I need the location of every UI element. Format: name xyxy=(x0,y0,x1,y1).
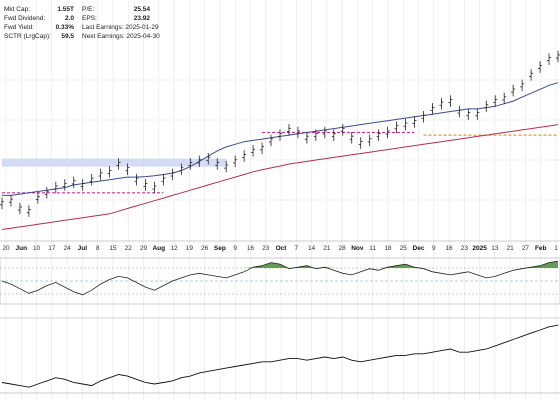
x-tick-label: 25 xyxy=(400,245,408,252)
x-tick-label: Jun xyxy=(15,245,27,252)
x-tick-label: 9 xyxy=(233,245,237,252)
x-tick-label: 29 xyxy=(140,245,148,252)
x-tick-label: 27 xyxy=(522,245,530,252)
stats-left: Mkt Cap: 1.55T Fwd Dividend: 2.0 Fwd Yie… xyxy=(4,6,74,46)
x-tick-label: 18 xyxy=(384,245,392,252)
x-tick-label: 20 xyxy=(2,245,10,252)
x-tick-label: 21 xyxy=(323,245,331,252)
breadth-panel xyxy=(0,317,560,394)
x-tick-label: 8 xyxy=(96,245,100,252)
stat-sctr: SCTR (LrgCap): 59.5 xyxy=(4,33,74,42)
oscillator-fill xyxy=(2,261,558,268)
stat-label: P/E: xyxy=(82,6,95,13)
x-tick-label: 13 xyxy=(491,245,499,252)
stat-fwd-yield: Fwd Yield: 0.33% xyxy=(4,24,74,33)
stat-label: EPS: xyxy=(82,15,97,22)
x-tick-label: Jul xyxy=(78,245,88,252)
price-panel xyxy=(0,50,560,230)
x-tick-label: 17 xyxy=(48,245,56,252)
x-tick-label: Nov xyxy=(351,245,364,252)
stat-fwd-dividend: Fwd Dividend: 2.0 xyxy=(4,15,74,24)
ma-red-line xyxy=(1,124,559,230)
x-tick-label: 16 xyxy=(247,245,255,252)
x-tick-label: 16 xyxy=(445,245,453,252)
x-tick-label: 23 xyxy=(262,245,270,252)
stat-value: 1.55T xyxy=(57,6,74,13)
resistance-zone xyxy=(2,158,227,167)
stat-value: 2.0 xyxy=(64,15,74,22)
stat-value: 0.33% xyxy=(55,24,74,31)
stat-last-earnings: Last Earnings: 2025-01-29 xyxy=(82,24,159,33)
stat-label: Fwd Yield: xyxy=(4,24,34,31)
x-tick-label: 1 xyxy=(554,245,558,252)
x-tick-label: 12 xyxy=(170,245,178,252)
oscillator-line xyxy=(1,260,559,296)
stat-value: 59.5 xyxy=(61,33,74,40)
x-tick-label: Sep xyxy=(214,245,226,252)
x-tick-label: 26 xyxy=(201,245,209,252)
stat-label: Mkt Cap: xyxy=(4,6,31,13)
x-tick-label: 7 xyxy=(294,245,298,252)
x-tick-label: 2025 xyxy=(472,245,487,252)
stat-pe: P/E: 25.54 xyxy=(82,6,150,15)
x-tick-label: Dec xyxy=(413,245,425,252)
stat-label: Last Earnings: 2025-01-29 xyxy=(82,24,159,31)
stat-next-earnings: Next Earnings: 2025-04-30 xyxy=(82,33,160,42)
x-tick-label: 21 xyxy=(507,245,515,252)
stats-right: P/E: 25.54 EPS: 23.92 Last Earnings: 202… xyxy=(82,6,160,46)
x-tick-label: Oct xyxy=(276,245,288,252)
stat-eps: EPS: 23.92 xyxy=(82,15,150,24)
stat-value: 23.92 xyxy=(133,15,150,22)
breadth-line xyxy=(1,324,559,388)
resistance-zone-band xyxy=(2,158,227,167)
x-tick-label: Aug xyxy=(152,245,165,252)
x-tick-label: 22 xyxy=(125,245,133,252)
x-tick-label: 15 xyxy=(109,245,117,252)
x-tick-label: Feb xyxy=(535,245,547,252)
oscillator-frame xyxy=(0,257,560,305)
x-tick-label: 28 xyxy=(338,245,346,252)
x-tick-label: 23 xyxy=(461,245,469,252)
x-tick-label: 11 xyxy=(369,245,376,252)
x-tick-label: 9 xyxy=(432,245,436,252)
x-tick-label: 24 xyxy=(63,245,71,252)
oscillator-panel xyxy=(0,257,560,305)
x-tick-label: 14 xyxy=(308,245,316,252)
stat-value: 25.54 xyxy=(133,6,150,13)
stat-mkt-cap: Mkt Cap: 1.55T xyxy=(4,6,74,15)
x-axis-ticks: 20 Jun 10 17 24 Jul 8 15 22 29 Aug 12 19 26 Sep 9 16 23 Oc… xyxy=(0,240,560,252)
stat-label: Next Earnings: 2025-04-30 xyxy=(82,33,160,40)
stat-label: SCTR (LrgCap): xyxy=(4,33,51,40)
x-tick-label: 19 xyxy=(186,245,194,252)
x-tick-label: 10 xyxy=(33,245,41,252)
stat-label: Fwd Dividend: xyxy=(4,15,46,22)
